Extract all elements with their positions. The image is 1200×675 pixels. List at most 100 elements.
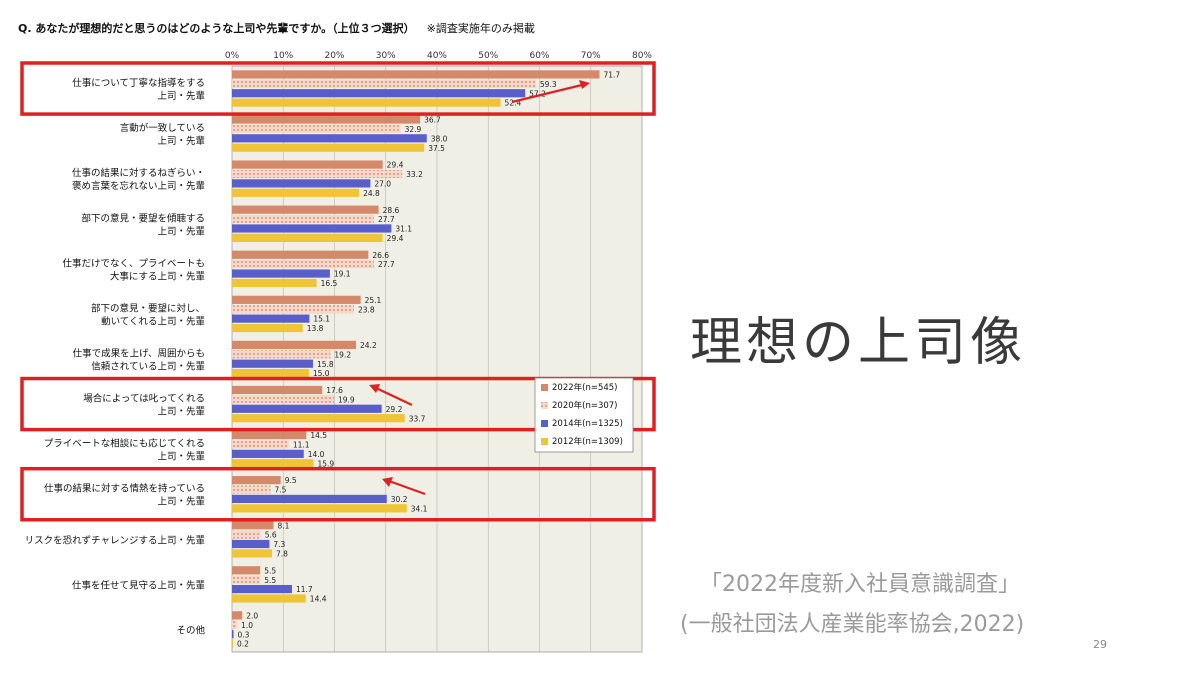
data-label: 29.4 [387, 161, 404, 170]
category-label: 仕事だけでなく、プライベートも [62, 257, 205, 269]
bar [232, 385, 323, 395]
data-label: 15.1 [313, 315, 330, 324]
highlight-box [20, 376, 656, 432]
bar [232, 143, 425, 152]
legend-swatch [541, 420, 548, 427]
data-label: 25.1 [365, 296, 382, 305]
category-label: 上司・先輩 [157, 496, 205, 508]
bar [232, 530, 261, 539]
data-label: 57.2 [529, 89, 546, 98]
category-label: 信頼されている上司・先輩 [91, 361, 205, 373]
data-label: 32.9 [405, 125, 422, 134]
data-label: 1.0 [241, 621, 253, 630]
category-label: 上司・先輩 [157, 225, 205, 237]
data-label: 2.0 [246, 611, 258, 620]
bar [232, 449, 304, 458]
bar [232, 476, 281, 485]
legend-swatch [541, 402, 548, 409]
bar [232, 575, 261, 584]
data-label: 27.7 [378, 215, 395, 224]
data-label: 27.7 [378, 260, 395, 269]
data-label: 0.2 [237, 640, 249, 649]
legend-label: 2012年(n=1309) [552, 436, 623, 447]
data-label: 14.4 [310, 595, 327, 604]
category-label: 上司・先輩 [157, 406, 205, 418]
data-label: 52.4 [505, 99, 522, 108]
trend-arrow-head [382, 477, 393, 487]
bar [232, 459, 314, 468]
data-label: 59.3 [540, 80, 557, 89]
x-tick-label: 40% [427, 51, 447, 61]
trend-arrow [388, 479, 426, 496]
bar [232, 233, 383, 242]
data-label: 33.2 [406, 170, 423, 179]
trend-arrow-head [369, 384, 380, 393]
page-number: 29 [1093, 638, 1107, 651]
bar [232, 124, 401, 134]
legend-label: 2020年(n=307) [552, 400, 618, 411]
x-tick-label: 30% [376, 51, 396, 61]
bar [232, 430, 307, 440]
data-label: 16.5 [321, 279, 338, 288]
bar [232, 440, 289, 449]
bar [232, 179, 371, 188]
bar [232, 521, 274, 530]
bar [232, 504, 407, 513]
bar [232, 414, 405, 423]
data-label: 30.2 [391, 495, 408, 504]
bar [232, 169, 403, 179]
data-label: 27.0 [374, 179, 391, 188]
data-label: 15.9 [317, 459, 334, 468]
bar [232, 340, 357, 349]
bar [232, 79, 536, 88]
data-label: 15.8 [317, 360, 334, 369]
slide-title: 理想の上司像 [690, 313, 1027, 373]
data-label: 24.2 [360, 341, 377, 350]
x-tick-label: 20% [324, 51, 344, 61]
bar [232, 295, 361, 304]
bar [232, 89, 526, 98]
data-label: 0.3 [238, 630, 250, 639]
bar [232, 260, 374, 269]
bar [232, 188, 360, 197]
data-label: 34.1 [411, 504, 428, 513]
data-label: 14.5 [310, 431, 327, 440]
x-tick-label: 60% [529, 51, 549, 61]
data-label: 19.1 [334, 270, 351, 279]
bar [232, 494, 387, 504]
x-tick-label: 0% [225, 51, 240, 61]
category-label: 仕事について丁寧な指導をする [72, 77, 205, 89]
question-note: ※調査実施年のみ掲載 [426, 22, 535, 35]
legend-label: 2022年(n=545) [552, 382, 618, 393]
bar [232, 98, 501, 107]
category-label: 仕事で成果を上げ、周囲からも [73, 348, 205, 360]
data-label: 5.6 [265, 531, 277, 540]
data-label: 7.5 [274, 486, 286, 495]
bar [232, 620, 238, 629]
bar [232, 224, 392, 233]
data-label: 29.2 [386, 405, 403, 414]
highlight-box [20, 61, 656, 116]
bar [232, 630, 234, 639]
category-label: プライベートな相談にも応じてくれる [44, 438, 205, 450]
category-label: 褒め言葉を忘れない上司・先輩 [72, 180, 205, 192]
data-label: 7.3 [273, 540, 285, 549]
highlight-box [20, 466, 656, 522]
data-label: 14.0 [308, 450, 325, 459]
category-label: 上司・先輩 [157, 135, 205, 147]
data-label: 15.0 [313, 369, 330, 378]
legend-swatch [541, 384, 548, 391]
data-label: 71.7 [603, 71, 620, 80]
x-tick-label: 70% [581, 51, 601, 61]
bar [232, 359, 313, 368]
category-label: その他 [176, 624, 205, 636]
bar [232, 314, 310, 323]
bar [232, 549, 272, 558]
data-label: 17.6 [326, 386, 343, 395]
data-label: 8.1 [278, 521, 290, 530]
trend-arrow [511, 82, 587, 104]
data-label: 23.8 [358, 305, 375, 314]
category-label: 仕事を任せて見守る上司・先輩 [72, 579, 205, 591]
bar [232, 70, 600, 79]
data-label: 31.1 [395, 225, 412, 234]
